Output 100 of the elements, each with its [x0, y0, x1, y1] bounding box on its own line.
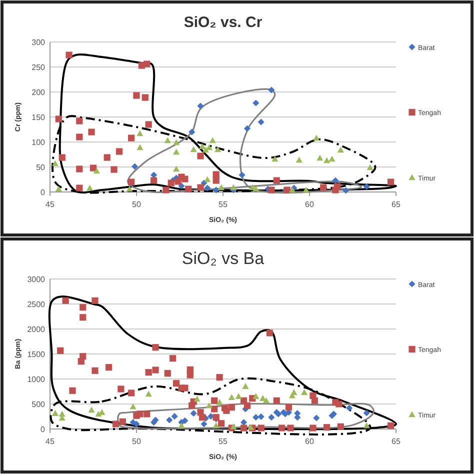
point	[197, 152, 204, 160]
point	[216, 399, 223, 405]
point	[152, 366, 159, 374]
point	[336, 400, 342, 408]
x-tick-label: 60	[305, 200, 314, 209]
point	[328, 156, 336, 162]
point	[388, 422, 394, 429]
point	[92, 297, 98, 304]
point	[172, 139, 180, 146]
point	[171, 413, 178, 420]
point	[126, 186, 133, 192]
x-tick-label: 50	[132, 437, 142, 446]
point	[204, 184, 211, 192]
point	[150, 177, 158, 184]
point	[131, 163, 138, 170]
point	[252, 414, 260, 421]
point	[162, 186, 170, 194]
point	[188, 402, 196, 409]
point	[200, 420, 208, 428]
point	[272, 156, 278, 162]
point	[136, 144, 144, 150]
point	[178, 422, 185, 428]
point	[238, 172, 246, 178]
point	[337, 423, 344, 430]
point	[185, 186, 192, 192]
chart-title: SiO₂ vs Ba	[182, 249, 265, 268]
point	[290, 389, 298, 395]
point	[119, 418, 126, 425]
y-tick-label: 3000	[27, 275, 46, 284]
x-tick-label: 45	[46, 200, 55, 209]
point	[313, 134, 320, 141]
point	[133, 420, 140, 428]
point	[244, 125, 251, 132]
point	[258, 424, 264, 432]
point	[198, 143, 206, 150]
point	[262, 397, 270, 404]
point	[76, 184, 83, 192]
point	[363, 422, 370, 428]
point	[258, 118, 264, 126]
y-tick-label: 2000	[27, 325, 46, 334]
point	[268, 86, 275, 94]
point	[268, 186, 275, 194]
x-tick-label: 55	[218, 200, 228, 209]
point	[212, 186, 220, 194]
point	[145, 390, 152, 397]
point	[296, 156, 302, 163]
point	[110, 166, 118, 173]
y-tick-label: 0	[40, 425, 46, 434]
point	[172, 148, 180, 155]
point	[145, 121, 152, 128]
point	[366, 164, 374, 170]
point	[188, 128, 196, 136]
point	[166, 416, 173, 424]
point	[55, 186, 62, 192]
point	[138, 62, 145, 69]
point	[211, 397, 218, 404]
point	[57, 347, 64, 354]
point	[182, 417, 188, 424]
point	[104, 154, 110, 161]
point	[240, 419, 248, 426]
point	[316, 154, 324, 161]
point	[186, 372, 194, 378]
point	[320, 184, 327, 191]
point	[337, 146, 344, 153]
point	[363, 183, 370, 190]
point	[244, 402, 251, 409]
y-tick-label: 200	[32, 88, 46, 97]
point	[228, 404, 235, 411]
point	[346, 404, 353, 412]
point	[294, 414, 301, 421]
point	[80, 314, 86, 321]
point	[228, 394, 235, 400]
point	[259, 395, 266, 401]
point	[285, 404, 292, 411]
y-tick-label: 150	[32, 113, 46, 122]
point	[311, 397, 318, 404]
point	[172, 380, 180, 387]
point	[216, 374, 223, 381]
point	[258, 413, 264, 420]
x-tick-label: 65	[392, 437, 401, 446]
point	[164, 370, 171, 377]
point	[92, 367, 98, 374]
point	[168, 180, 174, 186]
point	[273, 177, 280, 184]
point	[310, 424, 316, 432]
point	[240, 424, 248, 432]
point	[52, 410, 58, 416]
x-tick-label: 55	[218, 437, 228, 446]
point	[334, 183, 340, 190]
point	[76, 166, 83, 172]
point	[128, 134, 135, 142]
point	[209, 137, 216, 144]
point	[118, 386, 124, 392]
x-tick-label: 50	[132, 200, 142, 209]
point	[190, 146, 197, 152]
point	[90, 164, 97, 172]
point	[145, 369, 152, 376]
point	[52, 160, 58, 166]
point	[112, 420, 120, 428]
point	[252, 393, 260, 399]
